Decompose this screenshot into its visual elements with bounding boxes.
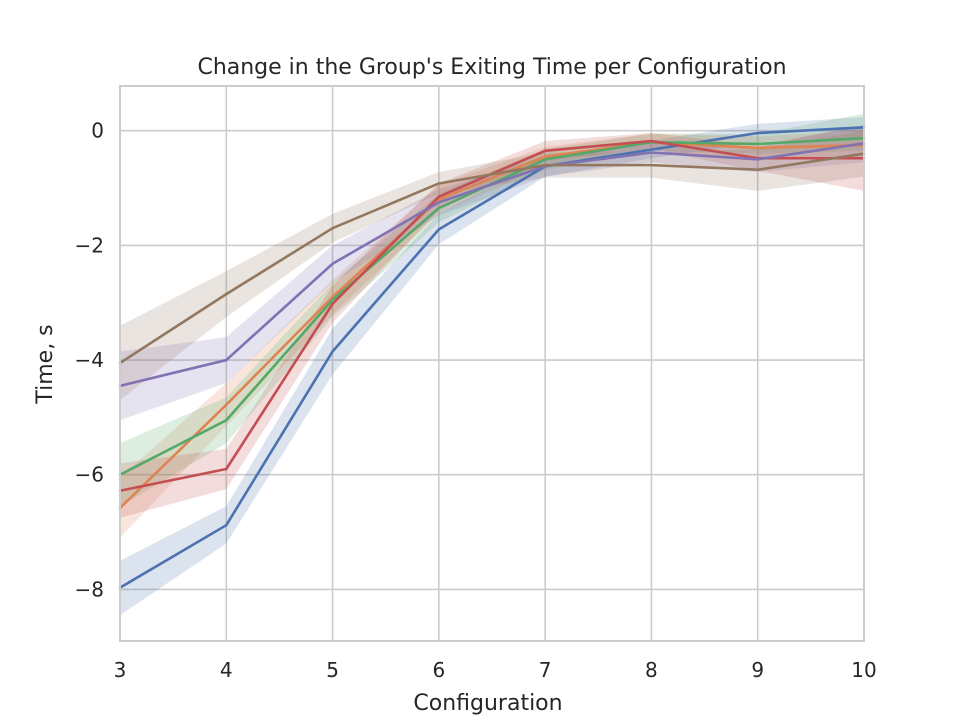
x-tick-labels: 3 4 5 6 7 8 9 10	[114, 658, 877, 682]
y-tick-label-3: −6	[75, 463, 104, 487]
x-tick-label-10: 10	[851, 658, 876, 682]
chart-title: Change in the Group's Exiting Time per C…	[197, 55, 786, 80]
y-tick-label-1: −2	[75, 233, 104, 257]
plot-frame	[119, 85, 865, 642]
x-tick-label-5: 5	[326, 658, 339, 682]
x-tick-label-7: 7	[539, 658, 552, 682]
y-axis-label: Time, s	[33, 324, 58, 404]
x-tick-label-4: 4	[220, 658, 233, 682]
x-tick-label-3: 3	[114, 658, 127, 682]
x-axis-label: Configuration	[413, 691, 562, 716]
y-tick-label-0: 0	[91, 119, 104, 143]
x-tick-label-6: 6	[432, 658, 445, 682]
series-lines	[118, 125, 866, 589]
series-line-1	[118, 125, 866, 589]
confidence-bands	[120, 113, 864, 616]
x-tick-label-8: 8	[645, 658, 658, 682]
series-line-2	[118, 140, 866, 510]
confidence-band-3	[120, 113, 864, 507]
y-tick-label-4: −8	[75, 577, 104, 601]
series-line-6	[118, 152, 866, 365]
x-tick-label-9: 9	[751, 658, 764, 682]
y-tick-label-2: −4	[75, 348, 104, 372]
series-line-5	[118, 142, 866, 388]
grid-lines	[119, 86, 865, 641]
y-tick-labels: 0 −2 −4 −6 −8	[75, 119, 104, 602]
